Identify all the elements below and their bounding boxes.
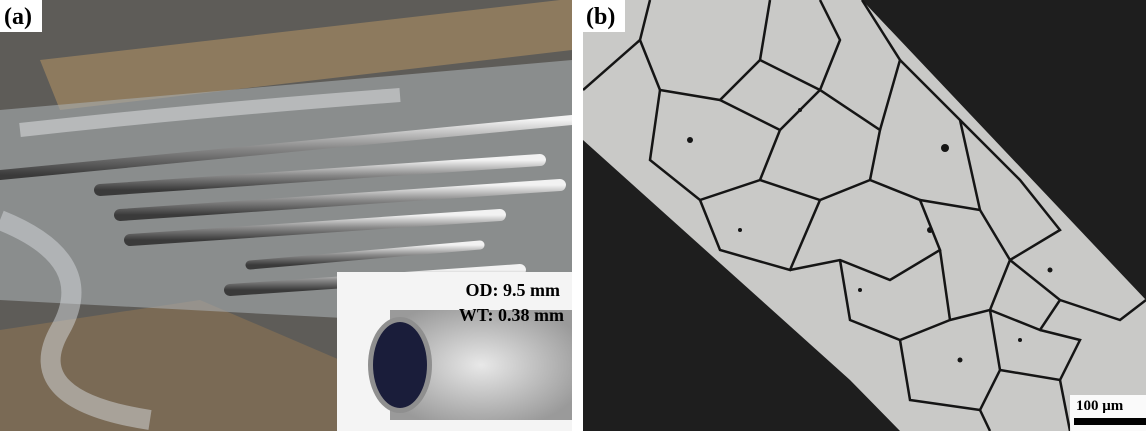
micrograph-panel: 100 μm (b): [583, 0, 1146, 431]
photo-panel: OD: 9.5 mm WT: 0.38 mm (a): [0, 0, 572, 431]
panel-label: (b): [586, 4, 615, 30]
inset-line: WT: 0.38 mm: [459, 305, 564, 325]
scale-bar-label: 100 μm: [1076, 398, 1124, 414]
panel-label: (a): [4, 4, 32, 30]
scale-bar: [1074, 418, 1146, 425]
inset-line: OD: 9.5 mm: [466, 280, 560, 300]
figure: OD: 9.5 mm WT: 0.38 mm (a): [0, 0, 1146, 431]
